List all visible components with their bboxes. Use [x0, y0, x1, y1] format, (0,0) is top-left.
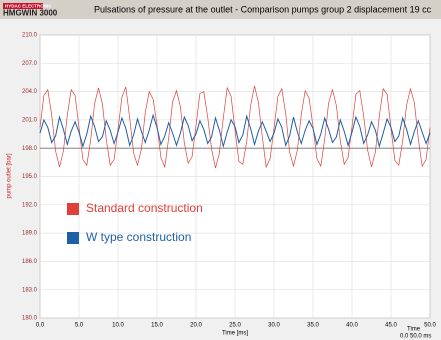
logo: HYDAC ELECTRONIC — [5, 4, 52, 9]
x-tick-label: 20.0 — [190, 323, 202, 329]
y-tick-label: 195.0 — [22, 174, 38, 180]
x-tick-label: 35.0 — [307, 323, 319, 329]
x-tick-label: 25.0 — [229, 323, 241, 329]
y-tick-label: 207.0 — [22, 61, 38, 67]
x-tick-label: 15.0 — [151, 323, 163, 329]
legend-swatch — [67, 232, 79, 244]
y-tick-label: 204.0 — [22, 89, 38, 95]
y-tick-label: 183.0 — [22, 287, 38, 293]
logo-badge — [3, 3, 43, 9]
x-tick-label: 5.0 — [75, 323, 84, 329]
x-tick-label: 45.0 — [385, 323, 397, 329]
legend-label: W type construction — [86, 230, 191, 244]
legend-label: Standard construction — [86, 201, 203, 215]
y-axis-label: pump outlet [bar] — [7, 153, 13, 198]
y-tick-label: 210.0 — [22, 33, 38, 39]
range-label: Time — [407, 327, 421, 333]
x-tick-label: 50.0 — [424, 323, 436, 329]
y-tick-label: 201.0 — [22, 117, 38, 123]
legend-swatch — [67, 203, 79, 215]
x-axis-label: Time [ms] — [222, 331, 248, 337]
chart-title: Pulsations of pressure at the outlet - C… — [94, 4, 432, 14]
range-label: 0.0 50.0 ms — [400, 334, 431, 340]
x-tick-label: 10.0 — [112, 323, 124, 329]
y-tick-label: 180.0 — [22, 316, 38, 322]
x-tick-label: 0.0 — [36, 323, 45, 329]
header-bar — [0, 0, 441, 19]
app-name: HMGWIN 3000 — [3, 9, 58, 18]
y-tick-label: 186.0 — [22, 259, 38, 265]
y-tick-label: 189.0 — [22, 231, 38, 237]
y-tick-label: 192.0 — [22, 202, 38, 208]
series-line — [39, 113, 431, 149]
y-tick-label: 198.0 — [22, 146, 38, 152]
x-tick-label: 30.0 — [268, 323, 280, 329]
x-tick-label: 40.0 — [346, 323, 358, 329]
